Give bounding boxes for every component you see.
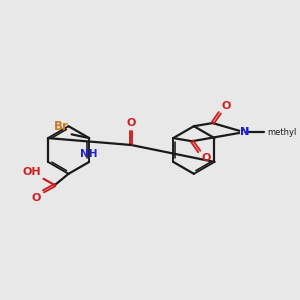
Text: methyl: methyl xyxy=(267,128,296,136)
Text: OH: OH xyxy=(22,167,41,177)
Text: O: O xyxy=(127,118,136,128)
Text: O: O xyxy=(32,193,41,203)
Text: O: O xyxy=(201,153,211,164)
Text: N: N xyxy=(240,127,249,137)
Circle shape xyxy=(241,129,248,136)
Text: O: O xyxy=(222,101,231,111)
Text: N: N xyxy=(240,127,249,137)
Text: Br: Br xyxy=(54,120,69,133)
Text: NH: NH xyxy=(80,149,97,159)
